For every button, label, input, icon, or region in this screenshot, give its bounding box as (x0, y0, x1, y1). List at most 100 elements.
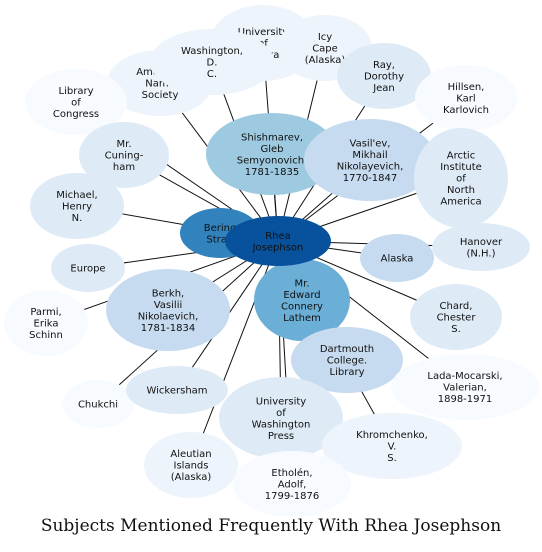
node-label-line: Dorothy (364, 72, 404, 83)
node-bubble (62, 380, 134, 428)
node-label-line: Library (330, 367, 365, 378)
node-label-line: Schinn (29, 330, 63, 341)
node-bubble (30, 173, 124, 239)
node-label-line: 1799-1876 (265, 491, 320, 502)
node-label-line: Mr. (117, 139, 132, 150)
node-khromchenko[interactable]: Khromchenko,V.S. (322, 413, 462, 479)
node-label-line: Arctic (447, 151, 475, 162)
node-label-line: Chester (437, 313, 477, 324)
node-label-line: Shishmarev, (241, 132, 303, 143)
graph-nodes: UniversityofAlaskaIcyCape(Alaska)America… (4, 5, 539, 516)
node-label-line: Khromchenko, (356, 430, 428, 441)
node-label-line: Mr. (295, 278, 310, 289)
node-label-line: Hillsen, (448, 82, 485, 93)
node-label-line: Jean (372, 83, 395, 94)
node-bubble (322, 413, 462, 479)
node-label-line: Alaska (381, 254, 414, 265)
node-label-line: (Alaska) (171, 472, 212, 483)
node-bubble (415, 65, 517, 131)
node-label-line: College. (327, 356, 368, 367)
node-bubble (291, 327, 403, 393)
node-label-line: Vasilii (154, 300, 183, 311)
node-washington-dc[interactable]: Washington,D.C. (150, 29, 274, 95)
node-bubble (225, 216, 331, 266)
node-bubble (410, 284, 502, 350)
node-hanover[interactable]: Hanover(N.H.) (432, 223, 530, 271)
node-label-line: 1898-1971 (438, 394, 493, 405)
node-label-line: University (256, 396, 307, 407)
node-label-line: S. (387, 453, 397, 464)
node-bubble (106, 269, 230, 351)
node-label-line: Vasil'ev, (350, 138, 391, 149)
node-label-line: Bering (204, 223, 237, 234)
node-label-line: Adolf, (278, 480, 307, 491)
node-bubble (432, 223, 530, 271)
node-label-line: Karlovich (443, 105, 489, 116)
node-label-line: Europe (70, 264, 105, 275)
node-label-line: S. (451, 324, 461, 335)
node-lada-mocarski[interactable]: Lada-Mocarski,Valerian,1898-1971 (391, 354, 539, 420)
node-label-line: Washington (252, 419, 311, 430)
node-bubble (126, 366, 228, 414)
node-label-line: 1770-1847 (343, 173, 398, 184)
node-label-line: Strait (206, 234, 233, 245)
node-bubble (4, 290, 88, 356)
node-bubble (79, 122, 169, 188)
node-label-line: Michael, (56, 190, 97, 201)
node-label-line: Congress (53, 109, 99, 120)
node-label-line: of (276, 408, 286, 419)
node-label-line: Nikolaevich, (138, 311, 199, 322)
node-label-line: North (447, 185, 475, 196)
node-alaska[interactable]: Alaska (360, 234, 434, 282)
node-bubble (144, 432, 238, 498)
node-label-line: Ray, (373, 60, 395, 71)
node-wickersham[interactable]: Wickersham (126, 366, 228, 414)
graph-title: Subjects Mentioned Frequently With Rhea … (40, 516, 502, 536)
node-label-line: Berkh, (152, 288, 184, 299)
node-label-line: Etholén, (271, 467, 312, 479)
subject-network-graph: UniversityofAlaskaIcyCape(Alaska)America… (4, 5, 539, 516)
node-bubble (360, 234, 434, 282)
node-label-line: Connery (281, 301, 323, 312)
node-bubble (206, 113, 338, 195)
node-label-line: 1781-1835 (245, 167, 300, 178)
node-europe[interactable]: Europe (51, 244, 125, 292)
node-label-line: Gleb (260, 144, 283, 155)
node-label-line: of (71, 98, 81, 109)
node-bubble (391, 354, 539, 420)
node-bubble (414, 128, 508, 228)
node-bubble (233, 451, 351, 516)
node-chukchi[interactable]: Chukchi (62, 380, 134, 428)
node-label-line: Karl (456, 94, 475, 105)
node-label-line: Dartmouth (320, 344, 374, 355)
node-label-line: Valerian, (443, 383, 487, 394)
node-bubble (304, 119, 436, 201)
node-label-line: 1781-1834 (141, 323, 196, 334)
node-label-line: D. (207, 58, 218, 69)
node-label-line: Islands (174, 461, 209, 472)
node-label-line: Cape (312, 44, 338, 55)
node-mr-cuningham[interactable]: Mr.Cuning-ham (79, 122, 169, 188)
node-label-line: Parmi, (30, 307, 61, 318)
node-label-line: Name (145, 79, 175, 90)
node-etholen[interactable]: Etholén,Adolf,1799-1876 (233, 451, 351, 516)
node-label-line: Icy (318, 32, 332, 43)
node-label-line: Lathem (283, 313, 321, 324)
node-bubble (51, 244, 125, 292)
node-bubble (219, 377, 343, 459)
